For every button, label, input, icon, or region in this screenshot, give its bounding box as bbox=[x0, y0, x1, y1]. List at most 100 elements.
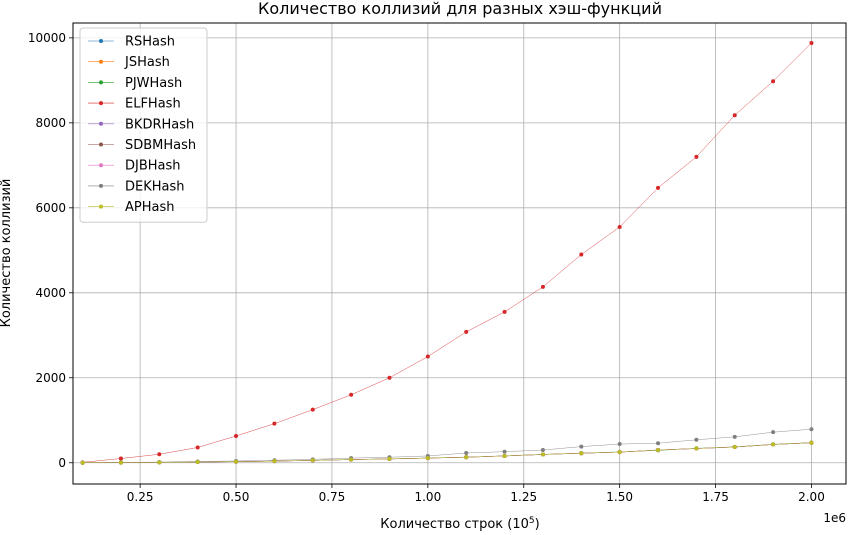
data-point bbox=[502, 449, 507, 454]
data-point bbox=[579, 451, 584, 456]
x-tick-label: 1.75 bbox=[702, 490, 729, 504]
data-point bbox=[157, 452, 162, 457]
y-tick-label: 10000 bbox=[28, 31, 66, 45]
y-tick-label: 2000 bbox=[35, 371, 66, 385]
x-tick-label: 0.25 bbox=[127, 490, 154, 504]
data-point bbox=[464, 455, 469, 460]
legend-entry: DEKHash bbox=[88, 179, 185, 194]
legend-entry: RSHash bbox=[88, 35, 175, 50]
legend-entry: JSHash bbox=[88, 55, 170, 70]
data-point bbox=[732, 113, 737, 118]
x-tick-label: 1.25 bbox=[510, 490, 537, 504]
legend-label: DJBHash bbox=[125, 159, 181, 174]
legend-marker bbox=[99, 80, 103, 85]
series-line bbox=[82, 442, 812, 463]
legend-label: DEKHash bbox=[125, 179, 185, 194]
series-bkdrhash bbox=[80, 440, 814, 465]
legend-marker bbox=[99, 183, 103, 188]
data-point bbox=[694, 446, 699, 451]
data-point bbox=[118, 456, 123, 461]
data-point bbox=[540, 452, 545, 457]
data-point bbox=[464, 329, 469, 334]
x-tick-label: 1.00 bbox=[414, 490, 441, 504]
data-point bbox=[694, 154, 699, 159]
data-point bbox=[617, 442, 622, 447]
plot-frame bbox=[72, 22, 847, 485]
legend-label: PJWHash bbox=[125, 76, 182, 91]
data-point bbox=[234, 433, 239, 438]
series-aphash bbox=[80, 440, 814, 465]
data-point bbox=[809, 40, 814, 45]
data-point bbox=[272, 459, 277, 464]
series-pjwhash bbox=[80, 440, 814, 465]
x-axis-label: Количество строк (105) bbox=[380, 516, 539, 532]
data-point bbox=[809, 440, 814, 445]
data-point bbox=[656, 448, 661, 453]
series-djbhash bbox=[80, 440, 814, 465]
x-axis-label-close: ) bbox=[535, 517, 540, 532]
legend-label: APHash bbox=[125, 200, 175, 215]
legend-label: RSHash bbox=[125, 35, 175, 50]
data-point bbox=[310, 458, 315, 463]
series-line bbox=[82, 42, 812, 463]
data-point bbox=[310, 407, 315, 412]
data-point bbox=[425, 354, 430, 359]
chart-title: Количество коллизий для разных хэш-функц… bbox=[258, 0, 662, 18]
data-point bbox=[195, 445, 200, 450]
legend-entry: PJWHash bbox=[88, 76, 182, 91]
y-tick-label: 4000 bbox=[35, 286, 66, 300]
legend-marker bbox=[99, 39, 103, 43]
legend-entry: ELFHash bbox=[88, 97, 181, 112]
data-point bbox=[656, 441, 661, 446]
x-tick-label: 2.00 bbox=[798, 490, 825, 504]
series-layer bbox=[80, 40, 814, 465]
legend-marker bbox=[99, 121, 103, 126]
data-point bbox=[579, 444, 584, 449]
legend-entry: BKDRHash bbox=[88, 117, 194, 132]
data-point bbox=[502, 453, 507, 458]
data-point bbox=[80, 460, 85, 465]
data-point bbox=[425, 456, 430, 461]
data-point bbox=[617, 224, 622, 229]
x-axis-label-exponent: 5 bbox=[529, 516, 535, 526]
legend: RSHash JSHash PJWHash ELFHash BKDRHash SDBMHa… bbox=[79, 27, 208, 223]
y-axis-ticks: 0 2000 4000 6000 8000 10000 bbox=[28, 31, 73, 470]
series-line bbox=[82, 442, 812, 463]
series-line bbox=[82, 442, 812, 463]
series-line bbox=[82, 442, 812, 463]
data-point bbox=[656, 185, 661, 190]
x-axis-label-main: Количество строк (10 bbox=[380, 517, 529, 532]
y-tick-label: 0 bbox=[58, 456, 66, 470]
series-line bbox=[82, 442, 812, 463]
series-rshash bbox=[80, 440, 814, 465]
data-point bbox=[771, 442, 776, 447]
series-jshash bbox=[80, 440, 814, 465]
data-point bbox=[387, 375, 392, 380]
x-tick-label: 1.50 bbox=[606, 490, 633, 504]
data-point bbox=[195, 460, 200, 465]
data-point bbox=[579, 252, 584, 257]
series-line bbox=[82, 442, 812, 463]
data-point bbox=[464, 450, 469, 455]
legend-label: JSHash bbox=[124, 55, 170, 70]
x-axis-ticks: 0.25 0.50 0.75 1.00 1.25 1.50 1.75 2.00 bbox=[127, 484, 825, 504]
data-point bbox=[732, 445, 737, 450]
data-point bbox=[272, 421, 277, 426]
data-point bbox=[540, 448, 545, 453]
data-point bbox=[771, 79, 776, 84]
data-point bbox=[349, 392, 354, 397]
series-line bbox=[82, 442, 812, 463]
legend-label: BKDRHash bbox=[125, 117, 194, 132]
series-sdbmhash bbox=[80, 440, 814, 465]
legend-label: SDBMHash bbox=[125, 138, 196, 153]
data-point bbox=[732, 434, 737, 439]
data-point bbox=[809, 427, 814, 432]
x-tick-label: 0.50 bbox=[223, 490, 250, 504]
series-dekhash bbox=[80, 427, 814, 465]
legend-entry: DJBHash bbox=[88, 159, 181, 174]
data-point bbox=[540, 284, 545, 289]
data-point bbox=[234, 459, 239, 464]
series-line bbox=[82, 428, 812, 463]
data-point bbox=[387, 456, 392, 461]
